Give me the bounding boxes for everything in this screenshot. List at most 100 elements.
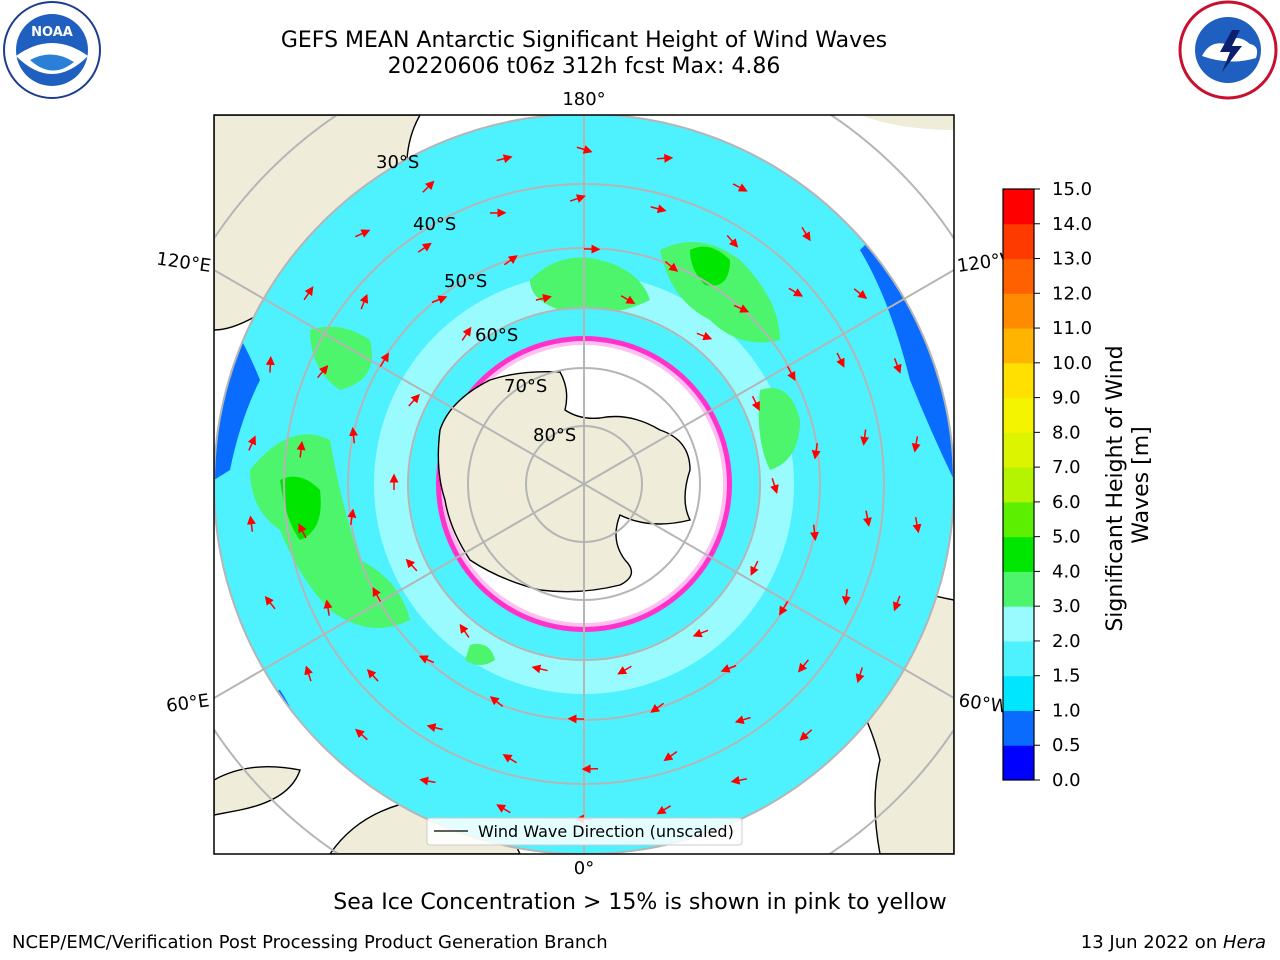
wind-arrow (349, 426, 359, 444)
wind-arrow (855, 667, 865, 684)
colorbar-tick-label: 2.0 (1052, 631, 1081, 652)
colorbar-segment (1003, 223, 1034, 260)
wind-arrow (730, 775, 747, 785)
legend-label: Wind Wave Direction (unscaled) (478, 822, 734, 841)
colorbar-tick-label: 0.0 (1052, 770, 1081, 791)
colorbar-segment (1003, 501, 1034, 538)
wind-arrow (304, 665, 313, 682)
wind-arrow (809, 524, 819, 542)
wind-arrow (656, 153, 674, 163)
colorbar-tick-label: 1.0 (1052, 700, 1081, 721)
wind-arrow (496, 154, 513, 164)
colorbar-segment (1003, 745, 1034, 781)
map-legend: Wind Wave Direction (unscaled) (426, 817, 743, 846)
wind-arrow (502, 754, 517, 764)
colorbar (1003, 189, 1034, 781)
wind-arrow (650, 204, 667, 214)
wind-arrow (733, 304, 750, 313)
sea-ice-caption: Sea Ice Concentration > 15% is shown in … (333, 890, 947, 915)
lat-label-60s: 60°S (475, 325, 518, 346)
lon-label-60w: 60°W (957, 690, 1009, 718)
wind-arrow (664, 260, 679, 272)
wind-arrow (734, 715, 751, 725)
colorbar-tick-label: 12.0 (1052, 283, 1092, 304)
lon-label-0: 0° (574, 858, 594, 879)
wind-arrow (296, 441, 306, 458)
wind-arrow (751, 395, 760, 412)
wind-arrow (911, 436, 921, 453)
wind-arrow (696, 331, 713, 341)
wind-arrow (841, 588, 851, 606)
wind-arrow (366, 668, 379, 682)
wind-arrow (323, 599, 333, 616)
lon-label-60e: 60°E (165, 690, 211, 717)
wind-arrow (417, 242, 432, 253)
colorbar-segment (1003, 397, 1034, 433)
wind-arrow (461, 326, 472, 341)
wind-arrow (531, 664, 548, 674)
lat-label-50s: 50°S (444, 271, 487, 292)
wind-arrow (496, 804, 511, 814)
run-date-text: 13 Jun 2022 on (1080, 932, 1223, 953)
colorbar-tick-label: 11.0 (1052, 318, 1092, 339)
wind-arrow (347, 508, 357, 525)
wind-arrow (426, 723, 443, 733)
wind-arrow (750, 560, 759, 576)
nws-logo (1178, 0, 1278, 100)
colorbar-segment (1003, 328, 1034, 364)
colorbar-label: Significant Height of Wind Waves [m] (1103, 338, 1154, 631)
wind-arrow (431, 295, 448, 304)
wind-arrow (799, 729, 813, 741)
wind-arrow (569, 194, 586, 203)
wind-arrow (853, 288, 868, 300)
lat-label-30s: 30°S (376, 152, 419, 173)
colorbar-tick-label: 7.0 (1052, 457, 1081, 478)
colorbar-segment (1003, 675, 1034, 711)
colorbar-tick-label: 4.0 (1052, 561, 1081, 582)
wind-arrow (317, 364, 329, 379)
colorbar-segment (1003, 432, 1034, 468)
wind-arrow (778, 601, 789, 616)
wind-arrow (912, 516, 922, 534)
wind-arrow (893, 358, 902, 374)
run-date: 13 Jun 2022 on Hera (1081, 932, 1266, 953)
noaa-logo-text: NOAA (31, 25, 73, 40)
wind-wave-arrows (246, 145, 922, 824)
wind-arrow (770, 478, 779, 495)
wind-arrow (576, 145, 593, 154)
wind-arrow (692, 628, 709, 638)
lat-label-40s: 40°S (413, 214, 456, 235)
wind-arrow (264, 595, 276, 610)
colorbar-segment (1003, 258, 1034, 294)
wind-arrow (303, 286, 314, 301)
wind-arrow (535, 294, 552, 303)
wind-arrow (836, 352, 845, 368)
wind-arrow (355, 728, 368, 741)
wind-arrow (732, 183, 748, 192)
wind-arrow (298, 523, 307, 539)
colorbar-tick-label: 15.0 (1052, 179, 1092, 200)
wind-arrow (359, 293, 369, 310)
wind-arrow (405, 558, 418, 572)
wind-arrow (801, 226, 811, 242)
lon-label-120e: 120°E (155, 249, 212, 277)
wind-arrow (786, 366, 796, 381)
colorbar-tick-label: 3.0 (1052, 596, 1081, 617)
chart-subtitle: 20220606 t06z 312h fcst Max: 4.86 (387, 54, 781, 79)
wind-arrow (408, 393, 420, 407)
colorbar-tick-label: 14.0 (1052, 214, 1092, 235)
colorbar-tick-label: 5.0 (1052, 527, 1081, 548)
wind-arrow (617, 665, 632, 675)
colorbar-tick-label: 13.0 (1052, 249, 1092, 270)
colorbar-segment (1003, 189, 1034, 225)
colorbar-tick-label: 10.0 (1052, 353, 1092, 374)
wind-arrow (788, 287, 804, 297)
wind-arrow (246, 515, 256, 532)
wind-arrow (892, 595, 902, 612)
noaa-logo: NOAA (3, 1, 101, 99)
credit-text: NCEP/EMC/Verification Post Processing Pr… (12, 932, 608, 953)
chart-title: GEFS MEAN Antarctic Significant Height o… (280, 28, 888, 53)
colorbar-segment (1003, 640, 1034, 677)
wind-arrow (379, 352, 390, 367)
